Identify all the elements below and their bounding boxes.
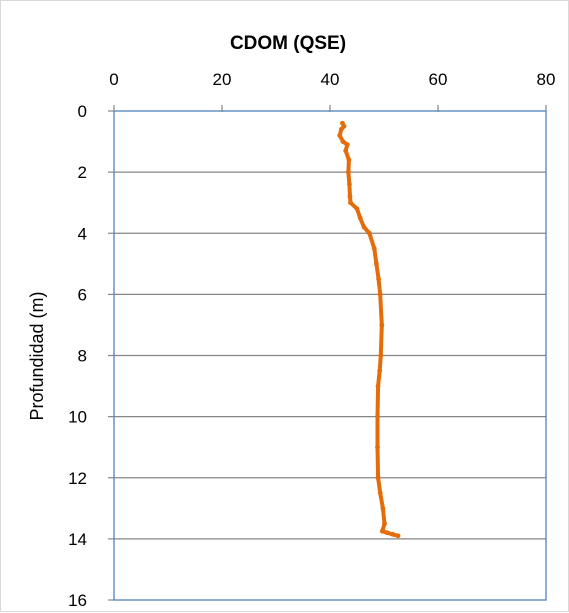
data-point [384,530,390,536]
data-point [338,126,344,132]
data-point [390,531,396,537]
y-tick-label: 10 [68,408,87,427]
data-point [345,169,351,175]
x-tick-label: 40 [321,70,340,89]
x-tick-label: 20 [213,70,232,89]
data-point [347,181,352,187]
data-point [375,383,381,389]
data-point [395,533,401,539]
y-axis-ticks: 0 2 4 6 8 10 12 14 16 [68,102,114,610]
data-point [376,276,381,282]
data-point [375,444,380,450]
data-point [379,322,385,328]
x-tick-label: 60 [429,70,448,89]
data-point [348,200,353,206]
x-tick-label: 0 [109,70,118,89]
data-point [354,206,360,212]
y-tick-label: 12 [68,469,87,488]
data-point [375,414,380,420]
x-tick-label: 80 [537,70,556,89]
y-tick-label: 2 [78,163,87,182]
y-tick-label: 4 [78,224,87,243]
data-point [361,224,367,230]
gridlines [114,171,546,540]
data-point [344,142,350,148]
y-tick-label: 14 [68,530,87,549]
data-point [343,148,349,154]
y-tick-label: 8 [78,347,87,366]
data-point [357,215,363,221]
data-point [367,230,372,236]
data-point [382,521,387,526]
y-axis-label: Profundidad (m) [27,291,47,420]
data-point [340,139,346,144]
data-point [378,353,384,358]
data-point [346,157,352,163]
data-point [377,490,383,496]
series-layer [337,120,401,539]
data-point [371,246,377,251]
chart-title: CDOM (QSE) [230,33,346,54]
data-point [375,475,381,481]
y-tick-label: 0 [78,102,87,121]
data-point [337,133,343,138]
data-point [377,291,383,297]
x-axis-ticks: 0 20 40 60 80 [109,70,555,112]
data-point [374,261,379,267]
series-line [337,121,400,538]
data-point [377,368,383,374]
data-point [380,505,386,511]
data-point [379,528,385,534]
y-tick-label: 16 [68,591,87,610]
data-point [347,194,353,199]
y-tick-label: 6 [78,285,87,304]
